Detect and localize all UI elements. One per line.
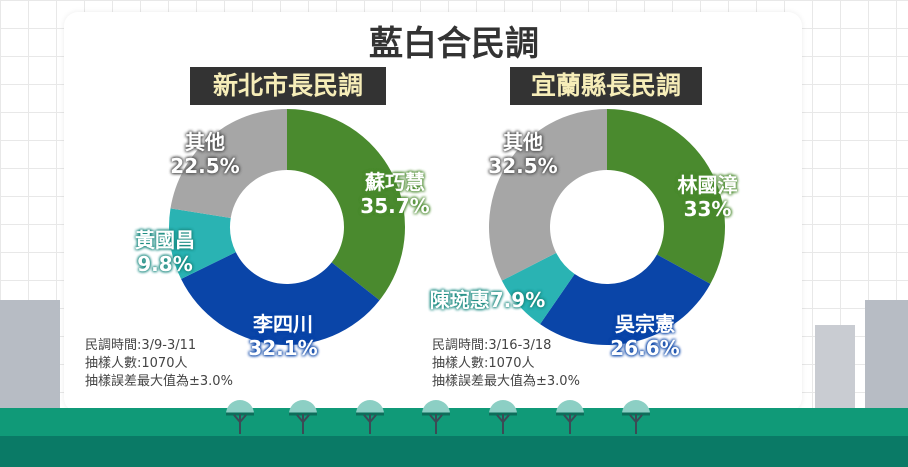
building [865,300,908,410]
slice-label: 吳宗憲 26.6% [610,312,680,360]
tree-icon [621,400,651,434]
donut-new-taipei [169,109,406,346]
tree-icon [288,400,318,434]
slice-label: 黃國昌 9.8% [135,228,195,276]
donut-slice [607,109,725,284]
tree-icon [421,400,451,434]
chart-title-new-taipei: 新北市長民調 [190,67,386,105]
building [815,325,855,410]
chart-title-yilan: 宜蘭縣長民調 [510,67,702,105]
tree-icon [225,400,255,434]
note-line: 抽樣誤差最大值為±3.0% [85,374,233,389]
ground [0,408,908,436]
slice-label: 林國漳 33% [677,173,738,221]
donut-slice [489,109,607,281]
donut-slice [287,109,406,301]
survey-notes-new-taipei: 民調時間:3/9-3/11 抽樣人數:1070人 抽樣誤差最大值為±3.0% [85,337,233,391]
slice-label: 李四川 32.1% [248,312,318,360]
slice-label: 其他 22.5% [170,130,240,178]
note-line: 抽樣人數:1070人 [85,356,188,371]
slice-label: 蘇巧慧 35.7% [360,170,430,218]
building [0,300,60,410]
donut-slice [170,109,287,219]
tree-icon [488,400,518,434]
donut-slice [169,208,236,280]
note-line: 民調時間:3/9-3/11 [85,338,197,353]
page-title: 藍白合民調 [369,24,539,64]
donut-slice [501,252,575,325]
tree-icon [555,400,585,434]
donut-slice [540,254,711,345]
slice-label: 其他 32.5% [488,130,558,178]
donut-yilan [489,109,725,345]
ground-dark [0,436,908,467]
survey-notes-yilan: 民調時間:3/16-3/18 抽樣人數:1070人 抽樣誤差最大值為±3.0% [432,337,580,391]
slice-label: 陳琬惠7.9% [429,288,546,312]
note-line: 抽樣人數:1070人 [432,356,535,371]
donut-slice [181,252,380,346]
tree-icon [355,400,385,434]
note-line: 民調時間:3/16-3/18 [432,338,552,353]
note-line: 抽樣誤差最大值為±3.0% [432,374,580,389]
